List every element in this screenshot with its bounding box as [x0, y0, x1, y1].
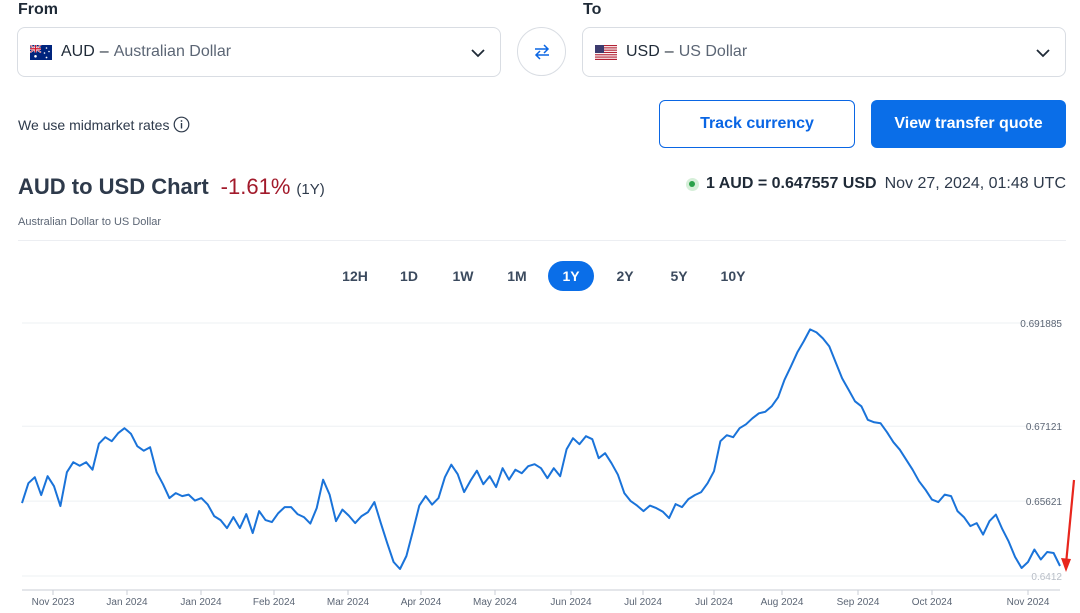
current-rate: 1 AUD = 0.647557 USD Nov 27, 2024, 01:48…: [685, 175, 1066, 193]
y-tick-label: 0.67121: [1026, 422, 1063, 433]
to-currency-dash: –: [664, 43, 674, 60]
midmarket-text: We use midmarket rates: [18, 116, 170, 133]
to-currency-name: US Dollar: [678, 43, 748, 60]
chart-title: AUD to USD Chart -1.61% (1Y): [18, 174, 325, 200]
divider: [18, 240, 1066, 241]
from-currency-select[interactable]: AUD – Australian Dollar: [17, 27, 501, 77]
x-tick-label: Jul 2024: [695, 597, 733, 608]
period-button-5y[interactable]: 5Y: [670, 268, 688, 284]
rate-timestamp: Nov 27, 2024, 01:48 UTC: [884, 175, 1066, 192]
chart-title-text: AUD to USD Chart: [18, 174, 209, 199]
x-tick-label: Aug 2024: [761, 597, 804, 608]
x-tick-label: Jan 2024: [180, 597, 222, 608]
y-tick-label: 0.691885: [1020, 319, 1062, 330]
midmarket-note: We use midmarket rates: [18, 116, 190, 133]
to-currency-code: USD: [626, 43, 660, 60]
from-label: From: [18, 1, 58, 18]
from-currency-dash: –: [99, 43, 109, 60]
x-tick-label: Jun 2024: [550, 597, 592, 608]
period-selector: 12H 1D 1W 1M 1Y 2Y 5Y 10Y: [332, 261, 756, 291]
period-button-10y[interactable]: 10Y: [720, 268, 746, 284]
change-percent: -1.61%: [220, 174, 291, 199]
track-currency-button[interactable]: Track currency: [659, 100, 855, 148]
period-button-1y[interactable]: 1Y: [548, 261, 594, 291]
chevron-down-icon: [1036, 49, 1050, 58]
x-tick-label: Mar 2024: [327, 597, 370, 608]
x-tick-label: Apr 2024: [401, 597, 442, 608]
chart-subtitle: Australian Dollar to US Dollar: [18, 216, 162, 228]
swap-arrows-icon: [534, 43, 549, 60]
x-tick-label: May 2024: [473, 597, 517, 608]
from-currency-name: Australian Dollar: [113, 43, 232, 60]
swap-currencies-button[interactable]: [517, 27, 566, 76]
view-transfer-quote-button[interactable]: View transfer quote: [871, 100, 1066, 148]
rate-line-chart: 0.691885 0.67121 0.65621 0.6412 Nov 2023 Jan …: [21, 319, 1063, 608]
change-period: (1Y): [296, 181, 325, 198]
x-tick-label: Jan 2024: [106, 597, 148, 608]
x-tick-label: Jul 2024: [624, 597, 662, 608]
x-tick-label: Sep 2024: [837, 597, 880, 608]
red-arrow-icon: [1061, 479, 1076, 572]
to-currency-select[interactable]: USD – US Dollar: [582, 27, 1066, 77]
live-status-icon: [685, 177, 699, 191]
period-button-1m[interactable]: 1M: [507, 268, 527, 284]
x-tick-label: Oct 2024: [912, 597, 953, 608]
series-line-aud-usd: [21, 328, 1061, 570]
us-flag-icon: [595, 44, 617, 60]
x-tick-label: Nov 2024: [1007, 597, 1050, 608]
period-button-12h[interactable]: 12H: [342, 268, 368, 284]
y-tick-label: 0.6412: [1031, 572, 1062, 583]
chevron-down-icon: [471, 49, 485, 58]
period-button-2y[interactable]: 2Y: [616, 268, 634, 284]
period-button-1d[interactable]: 1D: [400, 268, 418, 284]
period-button-1w[interactable]: 1W: [452, 268, 474, 284]
from-currency-code: AUD: [61, 43, 95, 60]
rate-value: 1 AUD = 0.647557 USD: [705, 175, 877, 192]
x-tick-label: Nov 2023: [32, 597, 75, 608]
info-icon[interactable]: [173, 116, 190, 133]
australia-flag-icon: [30, 44, 52, 60]
x-tick-label: Feb 2024: [253, 597, 296, 608]
to-label: To: [583, 1, 602, 18]
y-tick-label: 0.65621: [1026, 497, 1063, 508]
